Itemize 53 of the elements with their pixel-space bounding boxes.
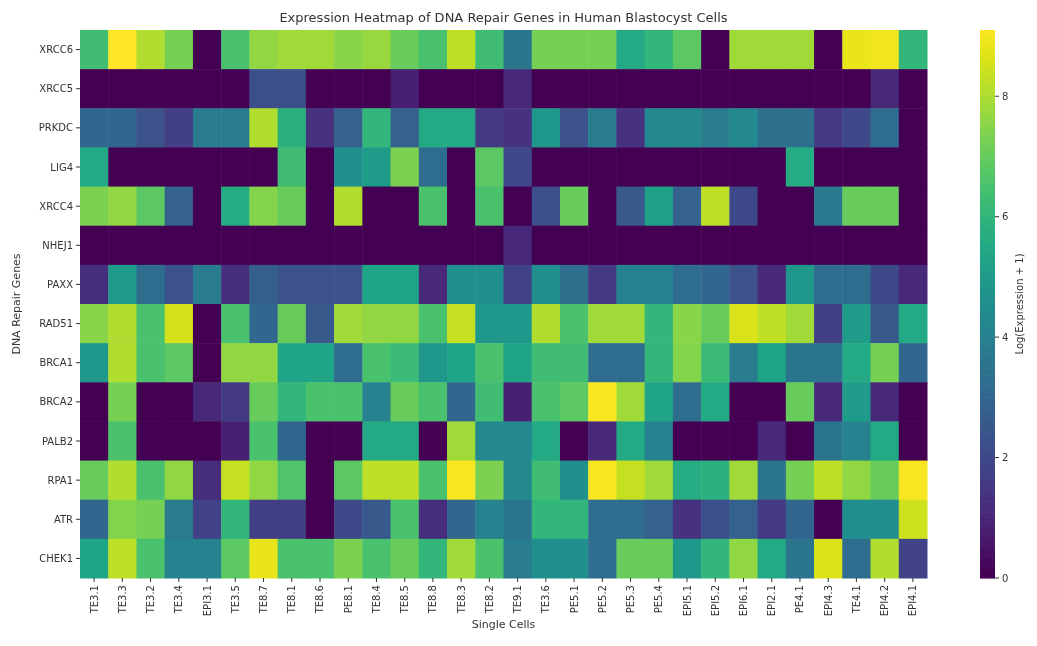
x-tick-label: TE8.2 — [483, 585, 495, 615]
x-tick-label: TE8.3 — [455, 585, 467, 615]
x-tick-label: EPI4.2 — [879, 585, 891, 617]
y-tick-label: ATR — [53, 513, 74, 525]
x-tick-label: PE4.1 — [794, 585, 806, 614]
x-tick-label: TE3.3 — [116, 585, 128, 615]
y-tick-label: BRCA1 — [39, 357, 73, 369]
y-tick-label: XRCC4 — [39, 200, 73, 212]
y-tick-label: RPA1 — [47, 474, 73, 486]
x-tick-label: PE5.3 — [625, 585, 637, 614]
x-tick-label: TE8.6 — [314, 585, 326, 615]
x-tick-label: PE5.2 — [596, 585, 608, 614]
x-tick-label: EPI5.1 — [681, 585, 693, 617]
x-tick-label: TE8.4 — [370, 585, 382, 615]
x-tick-label: EPI5.2 — [709, 585, 721, 617]
x-tick-label: TE8.1 — [286, 585, 298, 615]
x-tick-label: TE3.5 — [229, 585, 241, 615]
color-bar-title: Log(Expression + 1) — [1014, 253, 1025, 355]
y-tick-label: LIG4 — [50, 161, 73, 173]
x-tick-label: TE8.7 — [258, 585, 270, 615]
y-tick-label: PALB2 — [41, 435, 73, 447]
y-tick-label: CHEK1 — [39, 552, 73, 564]
x-tick-label: TE8.5 — [399, 585, 411, 615]
y-tick-label: XRCC5 — [39, 83, 73, 95]
x-tick-label: TE9.1 — [512, 585, 524, 615]
x-tick-label: TE3.4 — [173, 585, 185, 615]
color-bar-label: 2 — [1002, 452, 1009, 464]
x-tick-label: TE4.1 — [850, 585, 862, 615]
color-bar-label: 6 — [1002, 211, 1009, 223]
color-bar-label: 8 — [1002, 90, 1009, 102]
y-axis-title: DNA Repair Genes — [10, 253, 23, 355]
color-bar-label: 0 — [1002, 572, 1009, 584]
color-bar-label: 4 — [1002, 331, 1009, 343]
x-tick-label: EPI6.1 — [737, 585, 749, 617]
y-tick-label: BRCA2 — [39, 396, 73, 408]
x-tick-label: EPI2.1 — [766, 585, 778, 617]
x-tick-label: PE8.1 — [342, 585, 354, 614]
x-tick-label: EPI4.3 — [822, 585, 834, 617]
x-tick-label: PE5.1 — [568, 585, 580, 614]
x-tick-label: EPI4.1 — [907, 585, 919, 617]
x-tick-label: EPI3.1 — [201, 585, 213, 617]
y-tick-label: RAD51 — [39, 318, 73, 330]
y-tick-label: NHEJ1 — [42, 239, 73, 251]
y-tick-label: PAXX — [47, 278, 74, 290]
x-axis-title: Single Cells — [471, 618, 536, 631]
y-tick-label: PRKDC — [38, 122, 74, 134]
x-tick-label: PE5.4 — [653, 585, 665, 614]
chart-title: Expression Heatmap of DNA Repair Genes in Human Blastocyst Cells — [279, 10, 728, 25]
x-tick-label: TE3.1 — [88, 585, 100, 615]
y-tick-label: XRCC6 — [39, 44, 73, 56]
x-tick-label: TE8.8 — [427, 585, 439, 615]
x-tick-label: TE3.6 — [540, 585, 552, 615]
x-tick-label: TE3.2 — [145, 585, 157, 615]
